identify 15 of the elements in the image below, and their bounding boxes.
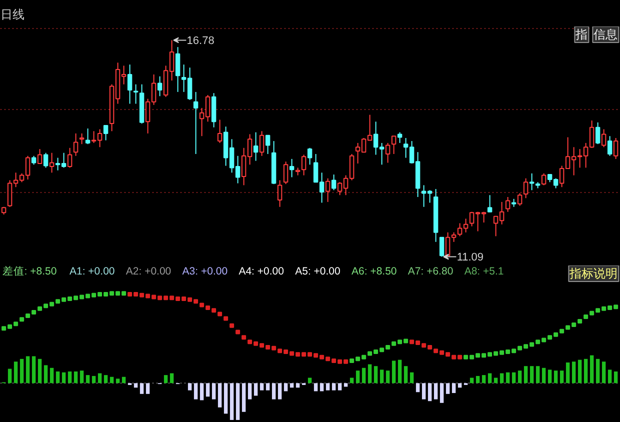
annotation: 11.09: [456, 252, 484, 264]
text: A3: +0.00: [182, 266, 228, 278]
text: A8: +5.1: [464, 266, 504, 278]
annotation: 信息: [594, 28, 618, 42]
annotation: 16.78: [186, 35, 214, 48]
text: A4: +0.00: [238, 266, 284, 278]
text: A2: +0.00: [126, 266, 172, 278]
text: 指标说明: [568, 266, 618, 280]
text: A7: +6.80: [408, 266, 454, 278]
text: A1: +0.00: [70, 266, 115, 278]
text: A6: +8.50: [352, 266, 397, 278]
chart-title: 日线: [0, 8, 24, 22]
text: A5: +0.00: [295, 266, 341, 278]
text: 差值: +8.50: [2, 266, 57, 278]
annotation: 指: [574, 28, 588, 42]
